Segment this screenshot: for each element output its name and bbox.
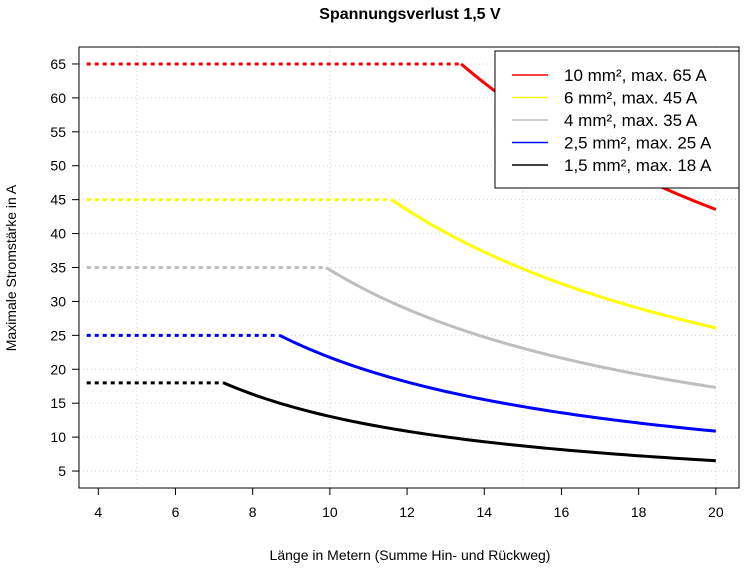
series-4 — [86, 381, 716, 463]
series-3 — [86, 333, 716, 433]
chart-title: Spannungsverlust 1,5 V — [319, 6, 501, 23]
legend-entry: 2,5 mm², max. 25 A — [564, 134, 712, 153]
series-curve — [223, 381, 716, 463]
x-tick-label: 10 — [322, 504, 338, 520]
x-tick-label: 6 — [172, 504, 180, 520]
y-tick-label: 25 — [50, 327, 66, 343]
series-curve — [390, 198, 717, 330]
legend-entry: 1,5 mm², max. 18 A — [564, 156, 712, 175]
y-tick-label: 55 — [50, 124, 66, 140]
y-tick-label: 50 — [50, 158, 66, 174]
y-axis: 5 10 15 20 25 30 35 40 45 50 55 60 65 — [50, 56, 79, 479]
legend-entry: 6 mm², max. 45 A — [564, 89, 698, 108]
y-tick-label: 65 — [50, 56, 66, 72]
y-tick-label: 5 — [58, 463, 66, 479]
y-tick-label: 20 — [50, 361, 66, 377]
x-axis: 4 6 8 10 12 14 16 18 20 — [94, 488, 724, 520]
series-1 — [86, 198, 717, 330]
y-tick-label: 35 — [50, 260, 66, 276]
x-axis-label: Länge in Metern (Summe Hin- und Rückweg) — [270, 547, 551, 563]
legend-entry: 4 mm², max. 35 A — [564, 111, 698, 130]
y-tick-label: 40 — [50, 226, 66, 242]
y-tick-label: 30 — [50, 293, 66, 309]
y-axis-label: Maximale Stromstärke in A — [3, 184, 19, 351]
legend: 10 mm², max. 65 A 6 mm², max. 45 A 4 mm², … — [494, 50, 740, 189]
y-tick-label: 45 — [50, 192, 66, 208]
x-tick-label: 12 — [399, 504, 415, 520]
y-tick-label: 10 — [50, 429, 66, 445]
series-curve — [279, 334, 716, 433]
series-2 — [86, 266, 717, 389]
series-curve — [325, 266, 717, 389]
y-tick-label: 15 — [50, 395, 66, 411]
x-tick-label: 4 — [94, 504, 102, 520]
x-tick-label: 18 — [631, 504, 647, 520]
x-tick-label: 16 — [554, 504, 570, 520]
x-tick-label: 8 — [249, 504, 257, 520]
x-tick-label: 20 — [708, 504, 724, 520]
x-tick-label: 14 — [476, 504, 492, 520]
legend-entry: 10 mm², max. 65 A — [564, 66, 707, 85]
y-tick-label: 60 — [50, 90, 66, 106]
